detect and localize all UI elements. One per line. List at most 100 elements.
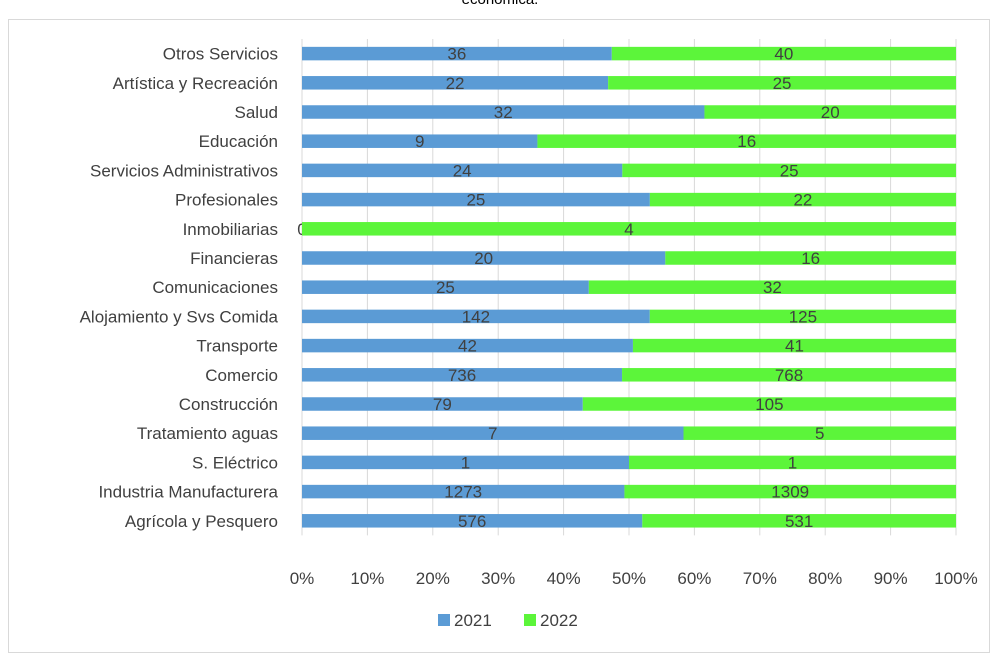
category-label: Agrícola y Pesquero — [125, 512, 278, 531]
x-tick-label: 30% — [481, 569, 515, 588]
data-label: 4 — [624, 220, 633, 239]
bar-2021 — [302, 134, 538, 148]
category-label: Profesionales — [175, 191, 278, 210]
category-label: Tratamiento aguas — [137, 424, 278, 443]
x-tick-label: 40% — [547, 569, 581, 588]
bar-2021 — [302, 514, 643, 528]
data-label: 9 — [415, 132, 424, 151]
category-label: Industria Manufacturera — [98, 483, 278, 502]
data-label: 105 — [755, 395, 783, 414]
bar-2022 — [665, 251, 956, 265]
data-label: 36 — [447, 45, 466, 64]
category-label: Educación — [199, 132, 278, 151]
bar-2021 — [302, 368, 623, 382]
data-label: 32 — [494, 103, 513, 122]
chart-title-fragment: económica. — [0, 0, 1000, 8]
data-label: 41 — [785, 337, 804, 356]
data-label: 25 — [773, 74, 792, 93]
data-label: 142 — [462, 307, 490, 326]
data-label: 22 — [446, 74, 465, 93]
data-label: 40 — [774, 45, 793, 64]
bar-2021 — [302, 46, 612, 61]
legend-label: 2022 — [540, 611, 578, 630]
legend-swatch-2021 — [438, 614, 450, 626]
data-label: 25 — [780, 161, 799, 180]
x-tick-label: 50% — [612, 569, 646, 588]
bar-2022 — [622, 368, 956, 382]
x-tick-label: 60% — [677, 569, 711, 588]
data-label: 42 — [458, 337, 477, 356]
bar-2021 — [302, 163, 623, 178]
data-label: 768 — [775, 366, 803, 385]
data-label: 576 — [458, 512, 486, 531]
data-label: 24 — [453, 161, 472, 180]
bar-2021 — [302, 426, 684, 440]
bar-2022 — [629, 455, 956, 470]
data-label: 7 — [488, 424, 497, 443]
bar-2022 — [704, 105, 956, 119]
data-label: 5 — [815, 424, 824, 443]
x-tick-label: 80% — [808, 569, 842, 588]
bar-2021 — [302, 105, 705, 119]
bar-2021 — [302, 338, 633, 353]
category-label: Comercio — [205, 366, 278, 385]
category-label: Financieras — [190, 249, 278, 268]
category-label: Transporte — [196, 337, 278, 356]
data-label: 125 — [789, 307, 817, 326]
bar-2022 — [302, 222, 956, 236]
bar-2021 — [302, 309, 650, 324]
bar-2022 — [624, 484, 956, 499]
bar-2021 — [302, 251, 666, 265]
x-tick-label: 70% — [743, 569, 777, 588]
bar-2022 — [588, 280, 956, 294]
bar-2021 — [302, 280, 589, 294]
data-label: 25 — [436, 278, 455, 297]
bar-2021 — [302, 76, 609, 90]
bar-2022 — [642, 514, 956, 528]
data-label: 736 — [448, 366, 476, 385]
legend-swatch-2022 — [524, 614, 536, 626]
category-label: Comunicaciones — [152, 278, 278, 297]
bar-2022 — [622, 163, 956, 178]
bar-2022 — [537, 134, 956, 148]
data-label: 22 — [793, 191, 812, 210]
data-label: 1273 — [444, 483, 482, 502]
bar-2022 — [632, 338, 956, 353]
chart-frame — [8, 19, 990, 653]
data-label: 20 — [474, 249, 493, 268]
bar-2021 — [302, 397, 583, 411]
data-label: 16 — [737, 132, 756, 151]
data-label: 32 — [763, 278, 782, 297]
data-label: 1309 — [771, 483, 809, 502]
category-label: Otros Servicios — [163, 45, 278, 64]
category-label: S. Eléctrico — [192, 453, 278, 472]
category-label: Salud — [235, 103, 278, 122]
bar-2022 — [608, 76, 956, 90]
data-label: 20 — [821, 103, 840, 122]
category-label: Servicios Administrativos — [90, 161, 278, 180]
bar-2022 — [683, 426, 956, 440]
legend-label: 2021 — [454, 611, 492, 630]
bar-2022 — [611, 46, 956, 61]
category-label: Construcción — [179, 395, 278, 414]
x-tick-label: 0% — [290, 569, 315, 588]
category-label: Inmobiliarias — [183, 220, 278, 239]
bar-2022 — [582, 397, 956, 411]
x-tick-label: 90% — [874, 569, 908, 588]
data-label: 1 — [461, 453, 470, 472]
category-label: Alojamiento y Svs Comida — [80, 307, 279, 326]
bar-2021 — [302, 455, 629, 470]
bar-2021 — [302, 192, 650, 207]
bar-2021 — [302, 484, 625, 499]
data-label: 79 — [433, 395, 452, 414]
data-label: 1 — [788, 453, 797, 472]
category-label: Artística y Recreación — [113, 74, 278, 93]
data-label: 25 — [466, 191, 485, 210]
bar-2022 — [649, 192, 956, 207]
data-label: 531 — [785, 512, 813, 531]
bar-2022 — [649, 309, 956, 324]
data-label: 16 — [801, 249, 820, 268]
x-tick-label: 10% — [350, 569, 384, 588]
x-tick-label: 100% — [934, 569, 977, 588]
